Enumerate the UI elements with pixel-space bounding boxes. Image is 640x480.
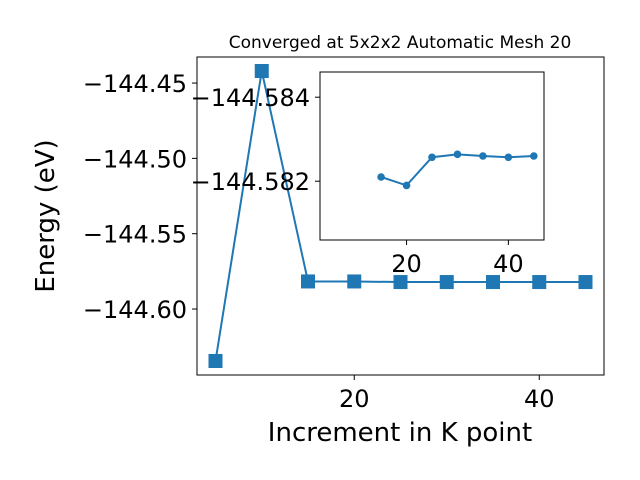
- plot-area: [377, 150, 538, 190]
- y-tick-label: −144.50: [83, 145, 187, 173]
- marker: [479, 152, 487, 160]
- marker: [486, 275, 500, 290]
- x-tick-label: 20: [339, 385, 370, 413]
- marker: [530, 152, 538, 160]
- y-tick-label: −144.45: [83, 70, 187, 98]
- marker: [301, 274, 315, 289]
- marker: [208, 353, 223, 368]
- marker: [347, 274, 362, 289]
- y-tick-label: −144.55: [83, 221, 187, 249]
- y-tick-label: −144.582: [191, 168, 310, 196]
- plot-area: [208, 64, 593, 368]
- y-tick-label: −144.584: [191, 84, 310, 112]
- x-axis-label: Increment in K point: [268, 418, 532, 448]
- x-tick-label: 40: [524, 385, 555, 413]
- marker: [532, 275, 547, 290]
- marker: [453, 150, 462, 159]
- y-axis-label: Energy (eV): [31, 139, 61, 292]
- marker: [504, 153, 513, 162]
- marker: [402, 181, 411, 190]
- marker: [428, 153, 436, 162]
- marker: [377, 173, 385, 181]
- marker: [393, 275, 408, 290]
- y-tick-label: −144.60: [83, 296, 187, 324]
- marker: [254, 64, 269, 79]
- marker: [439, 275, 454, 290]
- x-tick-label: 40: [493, 250, 524, 278]
- x-tick-label: 20: [391, 250, 422, 278]
- chart-title: Converged at 5x2x2 Automatic Mesh 20: [229, 33, 572, 53]
- marker: [578, 275, 593, 290]
